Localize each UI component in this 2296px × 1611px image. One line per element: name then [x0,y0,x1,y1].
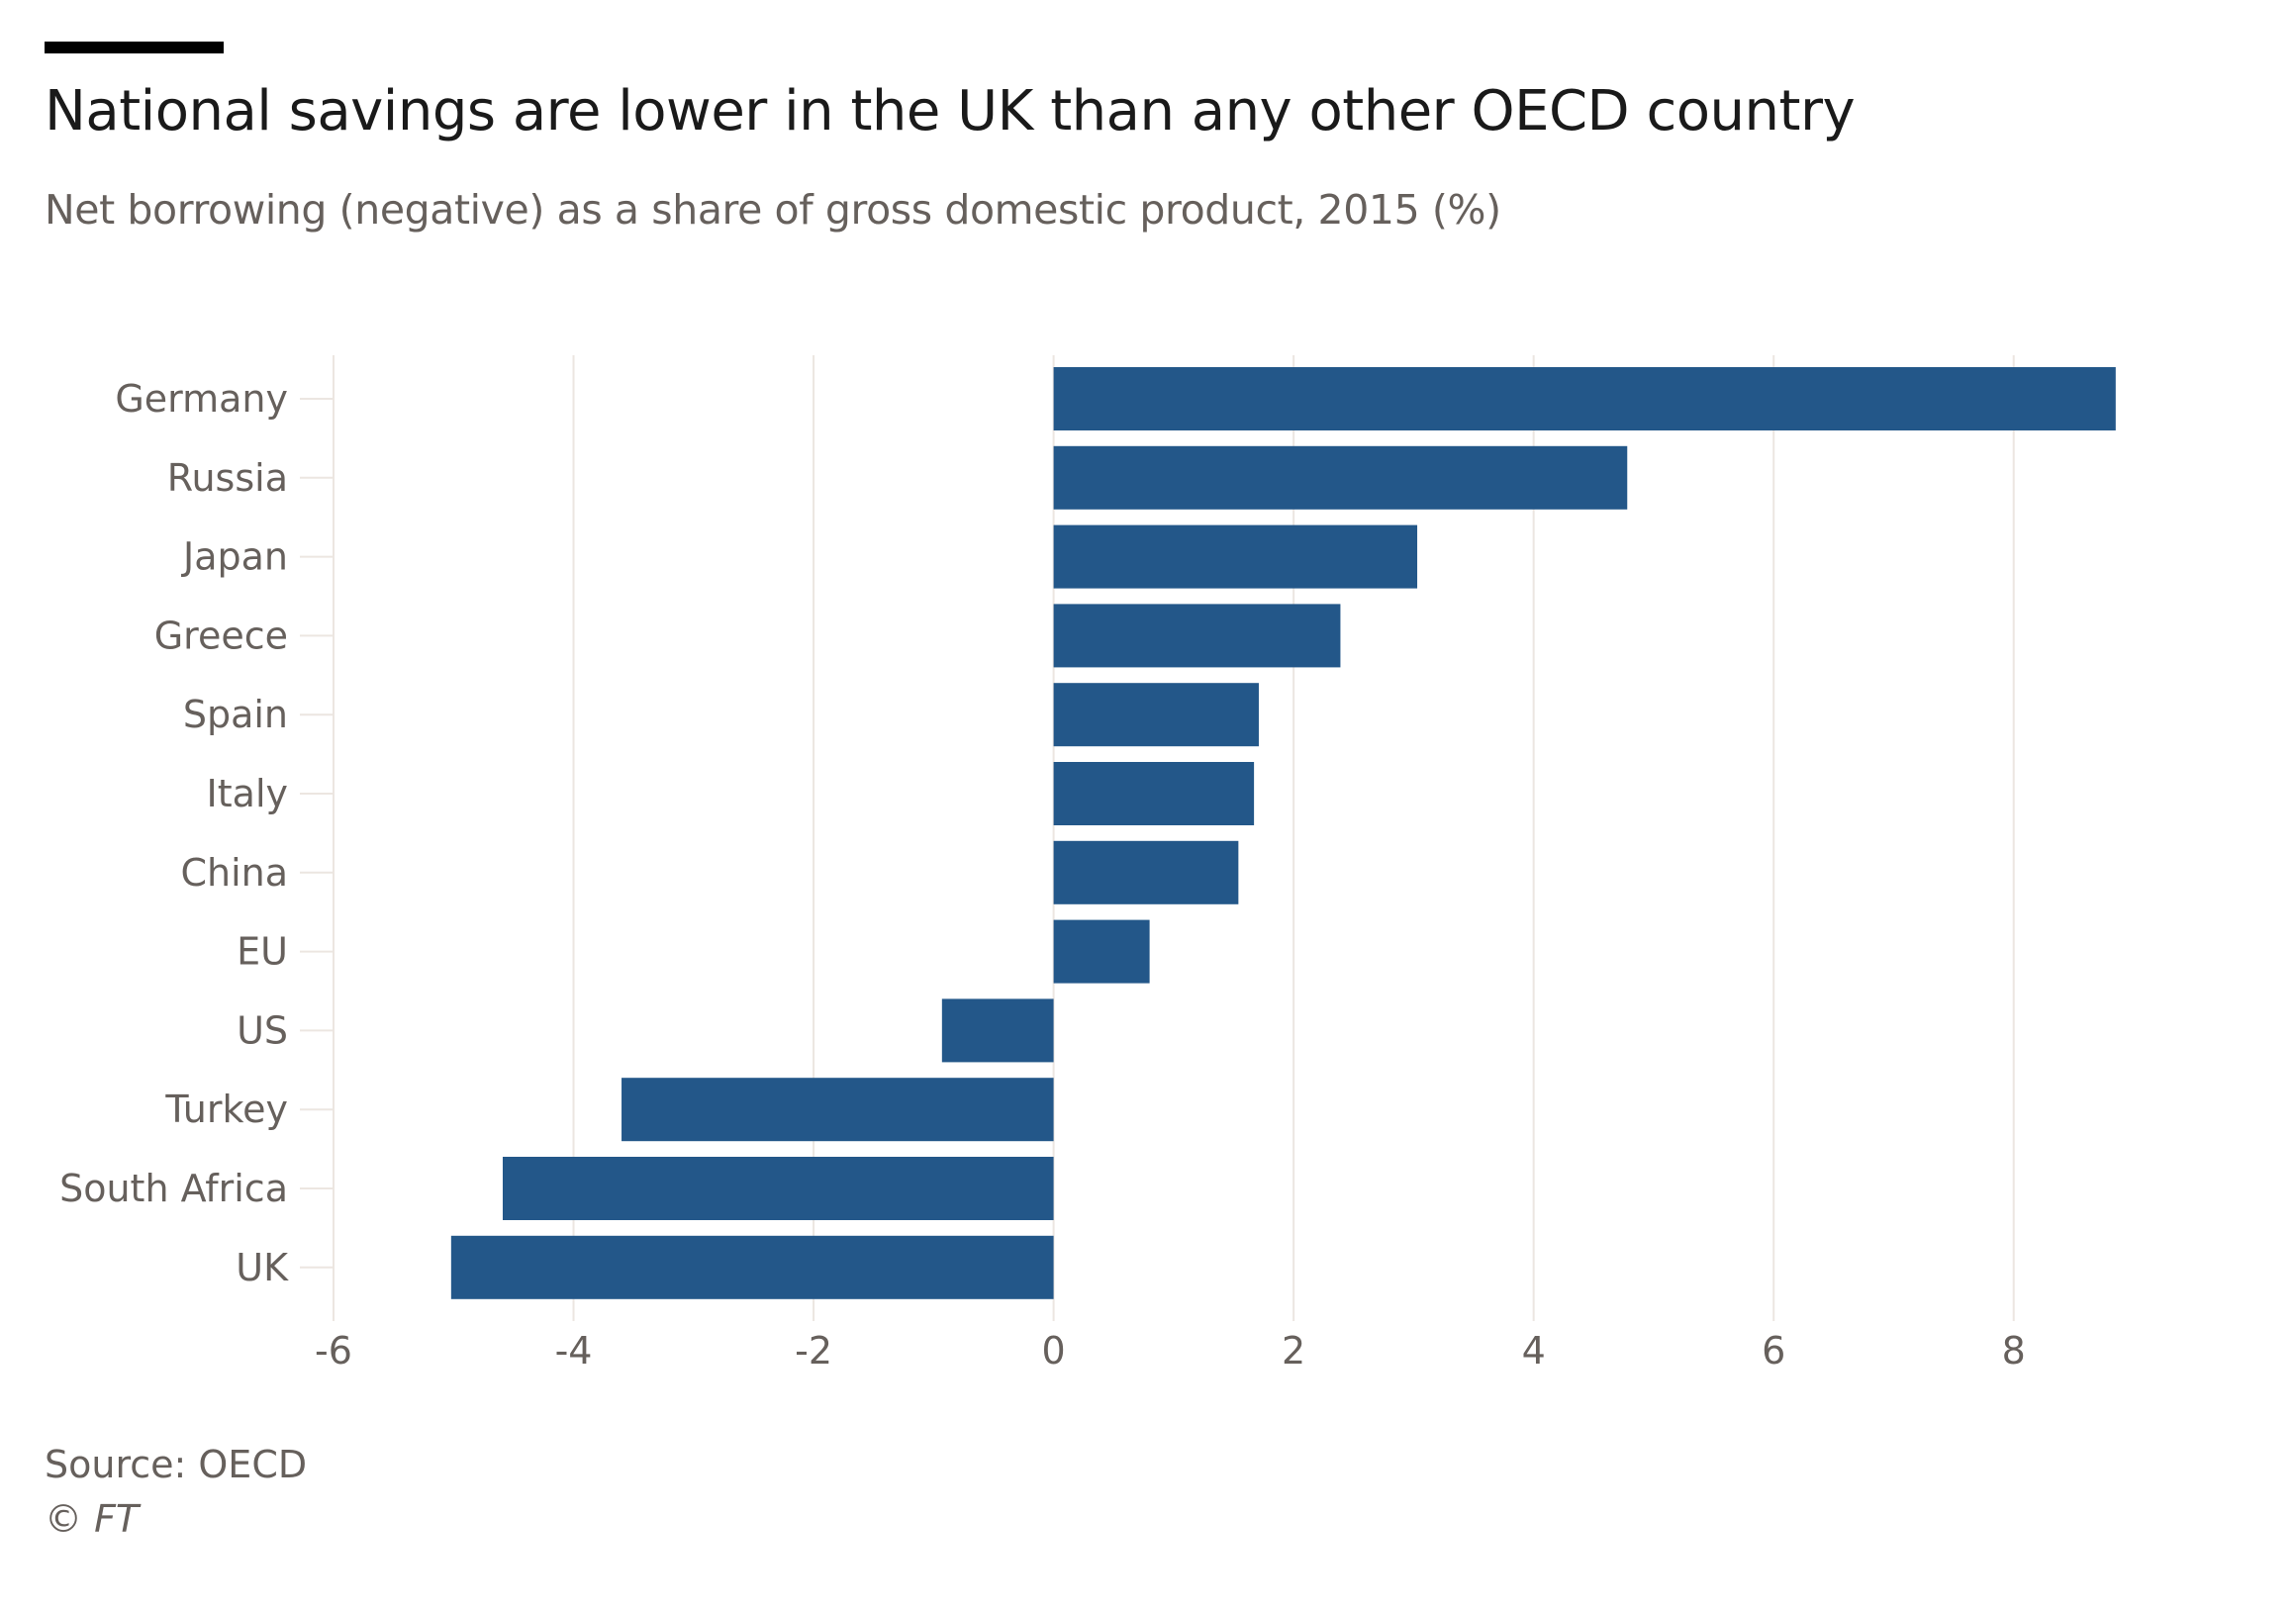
bar-greece [1053,604,1341,668]
bar-eu [1053,919,1150,984]
bar-turkey [622,1078,1054,1142]
x-tick-label: -4 [555,1329,593,1373]
bar-china [1053,840,1239,904]
bar-uk [450,1235,1054,1299]
x-tick-labels: -6 -4 -2 0 2 4 6 8 [315,1329,2026,1373]
source-note: Source: OECD [45,1443,308,1486]
category-label: Spain [183,693,288,736]
x-tick-label: 6 [1762,1329,1785,1373]
category-label: Russia [167,456,288,500]
category-label: South Africa [59,1167,288,1210]
title-accent-bar [45,42,224,53]
x-tick-label: 2 [1282,1329,1305,1373]
bar-japan [1053,524,1418,589]
chart-title: National savings are lower in the UK tha… [45,79,1856,143]
bar-russia [1053,445,1628,510]
category-label: Turkey [164,1088,288,1131]
gridlines [300,355,2015,1321]
category-label: Japan [181,535,288,579]
bar-south-africa [502,1157,1054,1220]
bars [450,367,2116,1299]
category-label: EU [237,930,288,974]
category-label: US [237,1008,288,1052]
x-tick-label: 0 [1042,1329,1066,1373]
x-tick-label: 4 [1522,1329,1546,1373]
chart-subtitle: Net borrowing (negative) as a share of g… [45,186,1501,234]
copyright-note: © FT [45,1497,140,1541]
bar-spain [1053,683,1259,747]
bar-italy [1053,762,1255,825]
category-label: Greece [154,614,288,657]
bar-germany [1053,367,2116,430]
x-tick-label: -2 [795,1329,832,1373]
category-label: Italy [207,772,288,815]
x-tick-label: -6 [315,1329,352,1373]
category-label: China [180,851,288,895]
bar-us [941,998,1054,1063]
category-label: Germany [115,377,288,421]
x-tick-label: 8 [2002,1329,2026,1373]
category-label: UK [236,1246,289,1289]
category-labels: Germany Russia Japan Greece Spain Italy China E… [59,377,289,1289]
